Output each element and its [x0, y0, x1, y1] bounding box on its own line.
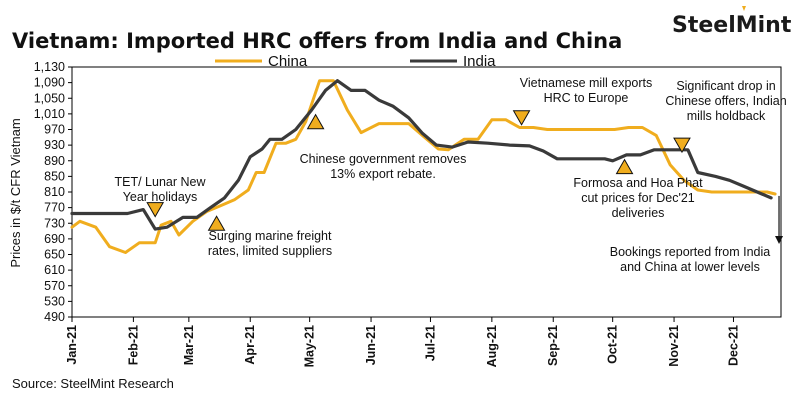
x-tick-label: Feb-21 [126, 325, 140, 365]
y-tick-label: 650 [44, 248, 65, 262]
logo-accent-icon [742, 6, 746, 11]
y-tick-label: 490 [44, 310, 65, 324]
source-note: Source: SteelMint Research [12, 376, 174, 391]
x-ticks: Jan-21 Feb-21 Mar-21 Apr-21 May-21 Jun-21 Jul-… [65, 317, 740, 367]
annotation-text: Bookings reported from India [610, 245, 771, 259]
triangle-up-icon [615, 158, 634, 175]
steelmint-logo: SteelMint [672, 6, 792, 38]
y-tick-label: 690 [44, 232, 65, 246]
y-tick-label: 1,010 [34, 107, 65, 121]
x-tick-label: Oct-21 [606, 325, 620, 364]
series-line-china [70, 79, 777, 254]
y-tick-label: 530 [44, 294, 65, 308]
annotation-text: HRC to Europe [544, 91, 629, 105]
x-tick-label: Mar-21 [182, 325, 196, 365]
x-tick-label: Sep-21 [546, 325, 560, 366]
brand-text: SteelMint [672, 13, 792, 38]
annotation-text: Chinese government removes [300, 152, 467, 166]
x-tick-label: Apr-21 [243, 325, 257, 365]
triangle-up-icon [207, 215, 226, 231]
annotation-text: Surging marine freight [209, 229, 333, 243]
annotation-text: TET/ Lunar New [114, 175, 206, 189]
annotation-text: mills holdback [687, 109, 766, 123]
y-tick-label: 570 [44, 279, 65, 293]
y-tick-label: 610 [44, 263, 65, 277]
x-tick-label: Jul-21 [423, 325, 437, 361]
series-layer [70, 79, 777, 254]
x-tick-label: Dec-21 [726, 325, 740, 366]
y-tick-label: 730 [44, 216, 65, 230]
y-tick-label: 890 [44, 154, 65, 168]
annotation-text: Significant drop in [676, 79, 775, 93]
triangle-down-icon [673, 137, 691, 154]
annotation-text: Formosa and Hoa Phat [573, 176, 703, 190]
y-axis-label: Prices in $/t CFR Vietnam [8, 118, 23, 267]
y-tick-label: 970 [44, 123, 65, 137]
y-tick-label: 810 [44, 185, 65, 199]
annotation-text: rates, limited suppliers [208, 244, 332, 258]
x-tick-label: Aug-21 [485, 325, 499, 367]
triangle-up-icon [306, 113, 325, 130]
legend: China India [215, 53, 496, 70]
chart-title: Vietnam: Imported HRC offers from India … [12, 29, 622, 53]
legend-india-label: India [463, 53, 496, 70]
annotation-text: deliveries [612, 206, 665, 220]
annotation-text: cut prices for Dec'21 [581, 191, 695, 205]
legend-china-label: China [268, 53, 308, 70]
y-tick-label: 850 [44, 169, 65, 183]
x-tick-label: May-21 [303, 325, 317, 367]
annotation-text: Vietnamese mill exports [520, 76, 652, 90]
annotation-text: Year holidays [123, 190, 198, 204]
x-tick-label: Jun-21 [364, 325, 378, 365]
arrow-down-icon [775, 236, 784, 244]
y-tick-label: 1,130 [34, 60, 65, 74]
x-tick-label: Nov-21 [667, 325, 681, 367]
y-tick-label: 770 [44, 201, 65, 215]
series-line-india [70, 79, 773, 231]
annotation-text: and China at lower levels [620, 260, 760, 274]
annotation-text: Chinese offers, Indian [665, 94, 786, 108]
triangle-down-icon [146, 202, 165, 218]
annotation-text: 13% export rebate. [330, 167, 436, 181]
triangle-down-icon [512, 110, 531, 126]
y-tick-label: 1,090 [34, 76, 65, 90]
y-tick-label: 1,050 [34, 91, 65, 105]
x-tick-label: Jan-21 [65, 325, 79, 365]
y-tick-label: 930 [44, 138, 65, 152]
